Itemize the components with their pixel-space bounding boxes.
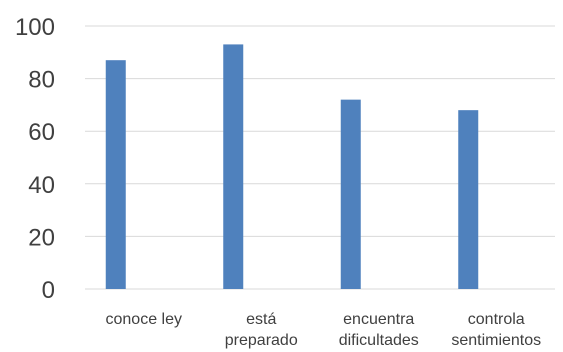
y-tick-label: 80 xyxy=(28,67,55,94)
y-tick-label: 60 xyxy=(28,119,55,146)
x-category-label: está xyxy=(246,311,276,328)
bars xyxy=(105,44,479,289)
y-tick-label: 100 xyxy=(15,14,55,41)
x-category-label: preparado xyxy=(225,332,298,349)
y-tick-label: 40 xyxy=(28,172,55,199)
x-category-label: sentimientos xyxy=(451,332,541,349)
bar xyxy=(223,44,244,289)
y-tick-label: 20 xyxy=(28,224,55,251)
x-category-label: encuentra xyxy=(343,311,414,328)
y-axis-tick-labels: 0 20 40 60 80 100 xyxy=(15,14,55,304)
gridlines xyxy=(85,25,555,290)
bar xyxy=(458,110,479,289)
x-category-label: controla xyxy=(468,311,525,328)
x-axis-category-labels: conoce ley está preparado encuentra dificult… xyxy=(106,311,542,349)
x-category-label: conoce ley xyxy=(106,311,183,328)
x-category-label: dificultades xyxy=(339,332,419,349)
bar xyxy=(105,60,126,289)
bar xyxy=(340,99,361,289)
y-tick-label: 0 xyxy=(42,277,55,304)
